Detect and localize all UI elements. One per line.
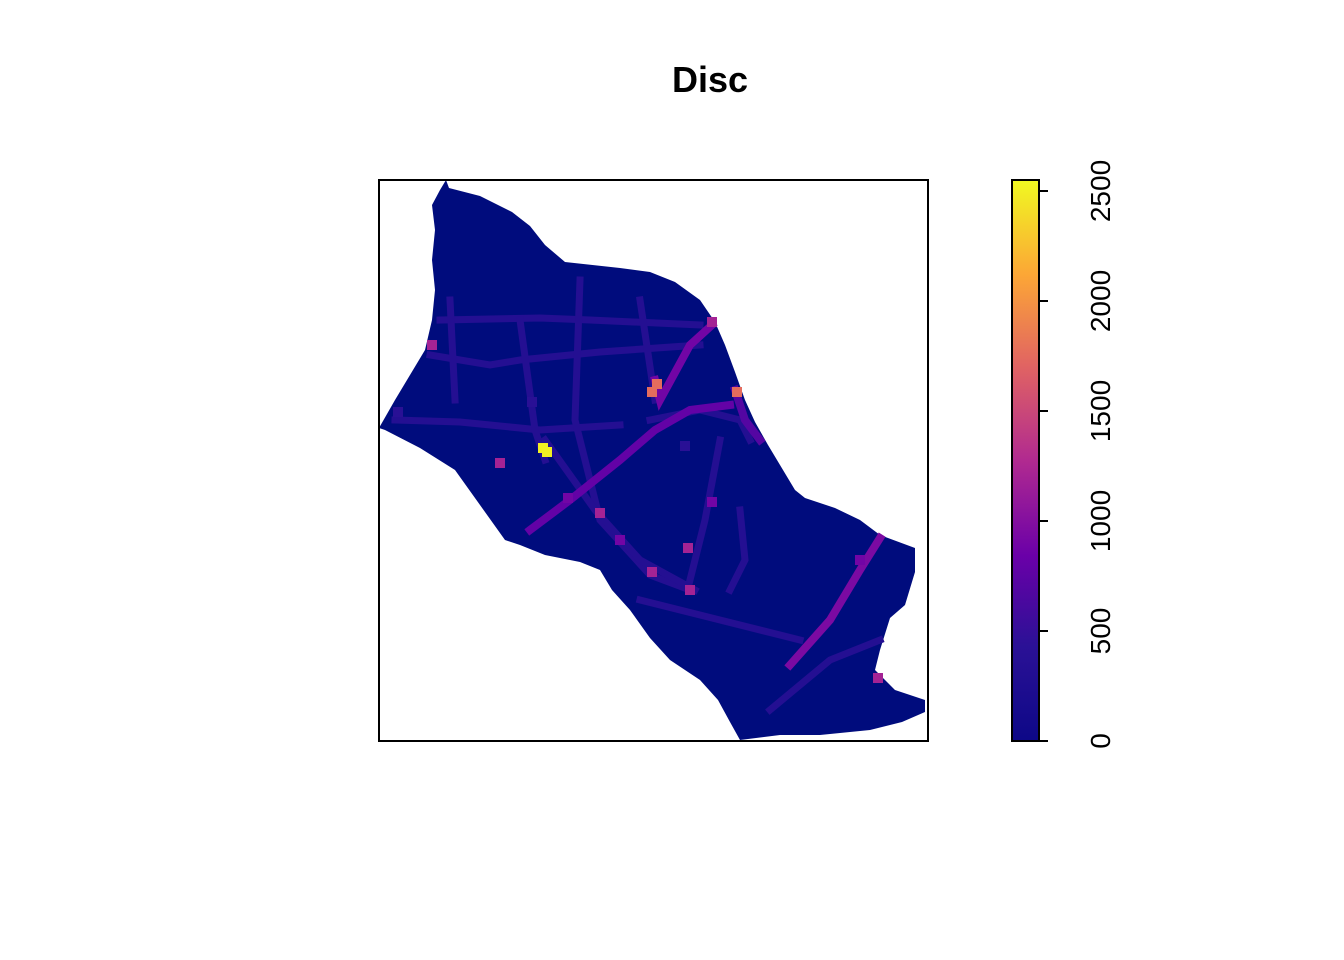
hotspot-cell: [647, 387, 657, 397]
hotspot-cell: [685, 585, 695, 595]
street-network: [391, 276, 886, 715]
street-line: [446, 296, 459, 404]
hotspot-cell: [647, 567, 657, 577]
hotspot-cells: [393, 317, 883, 683]
main-road: [650, 319, 718, 411]
street-line: [765, 635, 885, 715]
hotspot-cell: [707, 497, 717, 507]
street-line: [635, 595, 805, 645]
plot-frame: [378, 179, 929, 742]
main-road: [524, 400, 735, 536]
heatmap-layer: [379, 180, 925, 740]
colorbar-tick-label: 1500: [1085, 380, 1116, 442]
street-line: [425, 341, 704, 369]
colorbar-tick-label: 500: [1085, 608, 1116, 655]
colorbar-tick-label: 1000: [1085, 490, 1116, 552]
hotspot-cell: [527, 397, 537, 407]
hotspot-cell: [873, 673, 883, 683]
hotspot-cell: [615, 535, 625, 545]
hotspot-cell: [855, 555, 865, 565]
hotspot-cell: [393, 407, 403, 417]
hotspot-cell: [495, 458, 505, 468]
main-road: [729, 384, 766, 446]
colorbar-tick-label: 2000: [1085, 270, 1116, 332]
colorbar-tick-label: 0: [1085, 733, 1116, 749]
colorbar-ticks: 0 500 1000 1500 2000 2500: [1040, 160, 1116, 749]
hotspot-cell: [427, 340, 437, 350]
hotspot-cell: [683, 543, 693, 553]
hotspot-cell: [707, 317, 717, 327]
street-line: [685, 435, 725, 585]
hotspot-cell: [542, 447, 552, 457]
street-line: [725, 506, 749, 595]
hotspot-cell: [563, 493, 573, 503]
hotspot-cell: [680, 441, 690, 451]
colorbar: [1011, 179, 1040, 742]
hotspot-cell: [652, 379, 662, 389]
colorbar-tick-label: 2500: [1085, 160, 1116, 222]
chart-title: Disc: [672, 59, 748, 100]
hotspot-cell: [595, 508, 605, 518]
hotspot-cell: [732, 387, 742, 397]
main-road: [784, 532, 886, 671]
